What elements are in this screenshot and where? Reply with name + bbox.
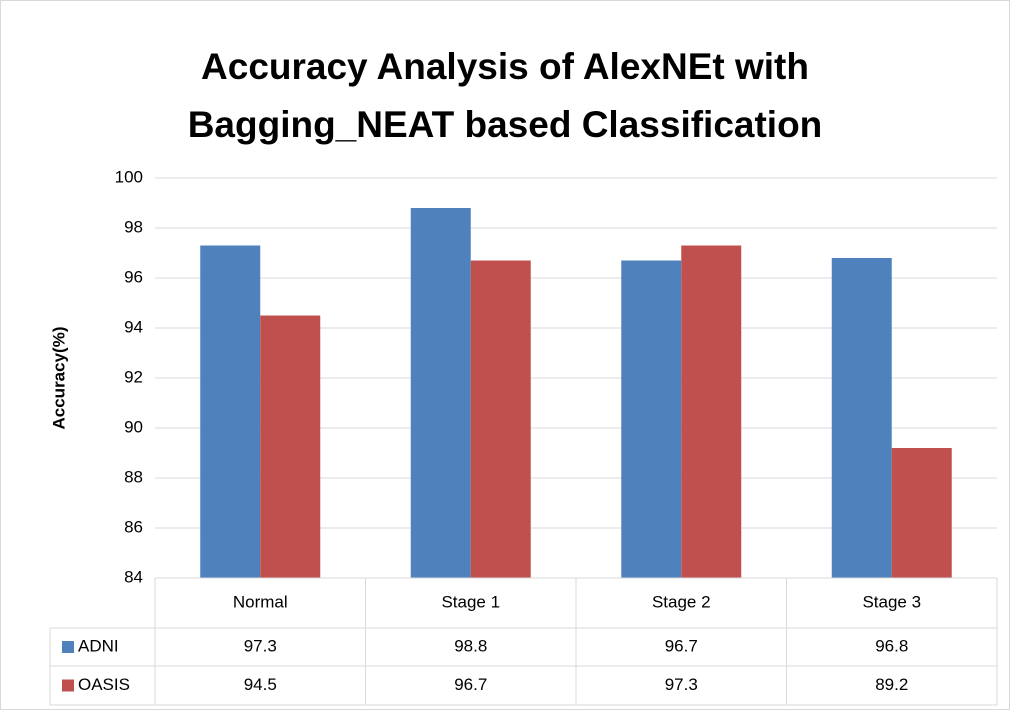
legend-swatch — [62, 679, 74, 692]
bar — [260, 315, 321, 578]
x-tick-label: Stage 2 — [652, 592, 711, 611]
x-tick-label: Stage 1 — [441, 592, 500, 611]
table-value: 97.3 — [244, 636, 277, 655]
table-value: 97.3 — [665, 675, 698, 694]
table-value: 96.7 — [665, 636, 698, 655]
x-tick-label: Stage 3 — [862, 592, 921, 611]
bar — [200, 245, 261, 578]
table-value: 96.7 — [454, 675, 487, 694]
bar — [621, 260, 682, 578]
y-axis-label: Accuracy(%) — [49, 327, 68, 430]
y-tick-label: 90 — [124, 417, 143, 436]
bar — [681, 245, 742, 578]
bar — [891, 448, 952, 578]
y-tick-label: 94 — [124, 317, 143, 336]
legend-swatch — [62, 641, 74, 653]
y-tick-label: 96 — [124, 267, 143, 286]
y-tick-label: 86 — [124, 517, 143, 536]
bar — [831, 258, 892, 578]
bar — [410, 208, 471, 578]
table-value: 89.2 — [875, 675, 908, 694]
y-tick-label: 88 — [124, 467, 143, 486]
bar — [470, 260, 531, 578]
chart-title: Accuracy Analysis of AlexNEt with Baggin… — [187, 46, 823, 145]
y-tick-label: 98 — [124, 217, 143, 236]
legend-label: OASIS — [78, 675, 130, 694]
y-tick-label: 100 — [115, 167, 143, 186]
table-value: 94.5 — [244, 675, 277, 694]
table-value: 96.8 — [875, 636, 908, 655]
legend-label: ADNI — [78, 636, 119, 655]
x-tick-label: Normal — [233, 592, 288, 611]
y-tick-label: 92 — [124, 367, 143, 386]
table-value: 98.8 — [454, 636, 487, 655]
y-tick-label: 84 — [124, 567, 143, 586]
